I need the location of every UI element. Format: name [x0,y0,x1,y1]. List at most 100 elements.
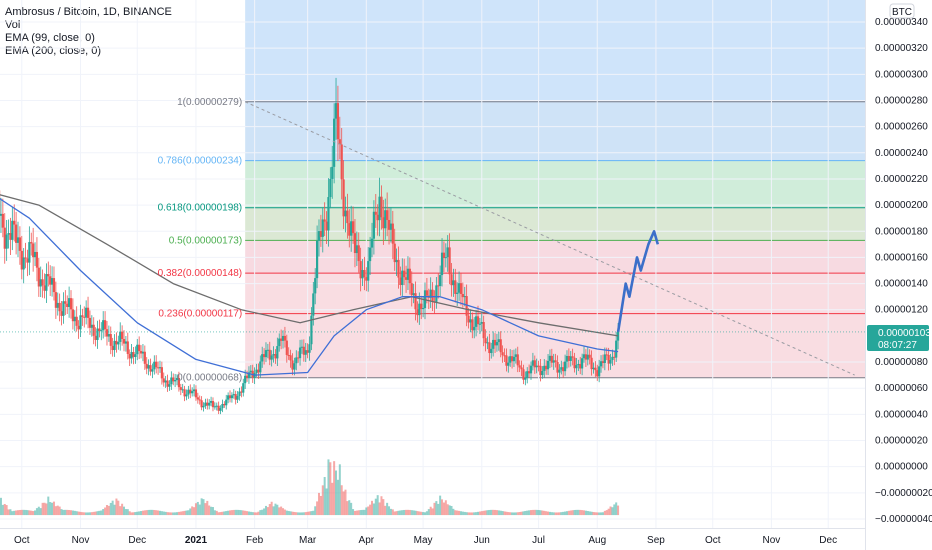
candle-body [594,367,597,371]
candle-body [302,346,305,355]
price-axis[interactable]: 0.00000340 0.00000320 0.00000300 0.00000280… [865,0,932,550]
volume-bar [240,510,243,516]
volume-bar [100,510,103,516]
candle-body [306,350,309,353]
candle-body [283,335,287,341]
candle-body [242,383,245,393]
candle-body [510,356,514,362]
candle-body [611,356,614,360]
time-axis[interactable]: Oct Nov Dec 2021 Feb Mar Apr May Jun Jul Aug Sep Oct… [0,528,865,547]
volume-bar [289,511,292,516]
volume-bar [266,507,269,516]
volume-bar [221,511,224,516]
volume-bar [145,510,148,516]
price-axis-tick: −0.00000020 [875,488,932,499]
candle-body [475,316,478,327]
volume-bar [215,510,218,516]
currency-badge[interactable] [889,3,915,19]
volume-bar [495,510,498,516]
candle-body [153,361,156,370]
fib-level-label: 0.382(0.00000148) [158,268,243,279]
candle-body [196,397,199,400]
candle-body [228,395,232,399]
time-axis-tick: May [414,535,433,546]
candle-body [217,405,220,411]
candle-body [245,375,249,378]
volume-bar [272,506,275,516]
candle-body [461,293,464,298]
price-axis-tick: 0.00000060 [875,383,928,394]
volume-bar [306,511,309,516]
candle-body [136,344,139,355]
time-axis-tick: Aug [588,535,606,546]
fib-zone [245,273,865,314]
candle-body [276,346,279,359]
volume-bar [609,506,612,516]
time-axis-tick: Feb [246,535,264,546]
candle-body [204,402,207,406]
volume-bar [522,511,525,516]
candle-body [225,399,228,406]
volume-bar [287,510,290,516]
volume-bar [223,511,226,516]
candle-body [334,103,338,119]
candle-body [361,270,364,279]
candle-body [50,278,54,285]
volume-bar [564,511,567,516]
candle-body [102,320,105,331]
candle-body [571,356,574,358]
volume-bar [280,506,283,516]
candle-body [420,303,423,310]
candle-body [382,217,385,229]
candle-body [234,394,237,400]
volume-bar [422,512,425,516]
candle-body [54,292,57,308]
candle-body [548,355,552,361]
candle-body [115,340,118,345]
volume-bar [594,512,597,516]
candle-body [215,405,218,407]
volume-bar [299,512,302,516]
candle-body [281,335,285,341]
candle-body [236,396,239,400]
candle-body [550,355,553,363]
price-axis-tick: 0.00000280 [875,95,928,106]
volume-bar [140,511,143,516]
time-axis-tick: Jul [532,535,545,546]
volume-bar [276,504,279,516]
candle-body [567,355,570,361]
volume-bar [317,492,320,516]
candle-body [266,349,269,351]
candle-body [121,331,124,339]
volume-bar [425,511,428,516]
volume-bar [22,509,25,516]
time-axis-tick: Dec [128,535,146,546]
candle-body [230,395,234,399]
candle-body [47,274,50,277]
candle-body [503,355,506,357]
candle-body [539,365,542,376]
candle-body [69,298,73,310]
candle-body [172,377,175,382]
candle-body [393,243,396,263]
volume-bar [325,488,328,516]
volume-bar [554,512,557,516]
volume-bar [338,464,341,516]
candle-body [363,270,366,278]
volume-bar [389,508,392,516]
volume-bar [336,479,339,516]
volume-bar [569,510,572,516]
candle-body [18,237,21,251]
candle-body [37,267,40,287]
candle-body [348,223,351,236]
candle-body [113,340,116,351]
volume-bar [244,510,247,516]
candle-body [541,370,544,376]
volume-bar [138,511,141,516]
candle-body [198,399,201,401]
candle-body [442,252,446,259]
candle-body [323,219,326,222]
volume-bar [357,510,360,516]
volume-bar [615,502,618,516]
